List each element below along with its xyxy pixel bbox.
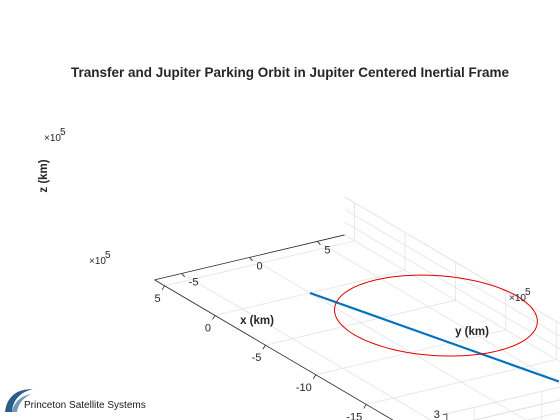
y-tick	[181, 273, 185, 278]
z-exponent: ×10 5	[44, 127, 66, 144]
chart-title: Transfer and Jupiter Parking Orbit in Ju…	[71, 65, 510, 80]
x-axis-label: x (km)	[240, 315, 274, 327]
y-exponent-power: 5	[525, 287, 531, 298]
transfer-trajectory-line	[309, 291, 560, 383]
company-name: Princeton Satellite Systems	[24, 400, 146, 411]
side-grid-z	[344, 209, 560, 337]
z-tick-label: 3	[434, 409, 440, 420]
x-tick	[212, 315, 216, 320]
y-exponent: ×10 5	[509, 287, 531, 304]
parking-orbit-line	[333, 274, 538, 357]
logo-swoosh-icon	[5, 389, 33, 412]
z-axis-label: z (km)	[38, 159, 50, 192]
back-grid-z	[472, 399, 560, 420]
x-tick-label: -5	[252, 352, 262, 364]
y-exponent-base: ×10	[509, 293, 526, 304]
floor-grid-y	[317, 241, 560, 385]
x-tick-label: -15	[346, 411, 362, 420]
y-tick-label: -5	[189, 276, 199, 288]
y-axis-label: y (km)	[455, 326, 489, 338]
side-grid-z	[344, 234, 560, 363]
z-tick	[442, 413, 447, 416]
back-grid-z	[526, 411, 560, 420]
floor-grid-y	[249, 257, 527, 420]
x-tick	[262, 344, 266, 350]
y-tick-label: 5	[324, 244, 330, 256]
plot-area	[309, 274, 560, 383]
x-tick-label: 5	[154, 293, 160, 305]
x-axis-line	[154, 279, 394, 420]
y-tick	[317, 241, 321, 246]
x-exponent: ×10 5	[89, 250, 111, 267]
z-exponent-power: 5	[60, 127, 66, 138]
box-edge	[344, 196, 560, 325]
tick-labels: -20-15-10-505-5050123	[154, 244, 439, 420]
grid	[164, 196, 560, 420]
x-tick	[312, 374, 317, 379]
logo-swoosh-inner-icon	[12, 394, 31, 412]
x-exponent-base: ×10	[89, 256, 106, 267]
x-tick-label: -10	[296, 382, 312, 394]
x-tick	[363, 404, 367, 409]
x-exponent-power: 5	[105, 250, 111, 261]
y-tick-label: 0	[257, 260, 263, 272]
company-logo	[5, 389, 33, 412]
x-tick	[161, 285, 165, 291]
side-grid-z	[344, 221, 560, 350]
floor-grid-y	[181, 273, 432, 420]
z-exponent-base: ×10	[44, 133, 61, 144]
y-tick	[249, 257, 253, 262]
box-edge	[446, 386, 560, 415]
x-tick-label: 0	[205, 322, 211, 334]
axes	[154, 234, 448, 420]
